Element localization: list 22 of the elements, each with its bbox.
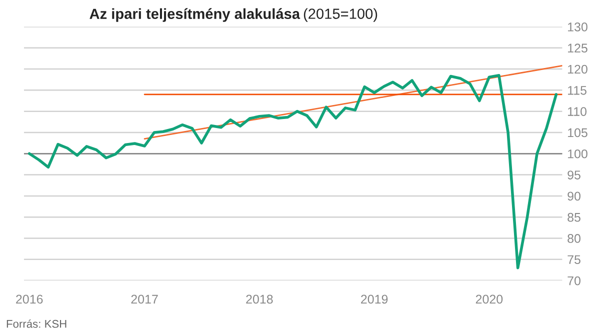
y-tick-label: 105 — [568, 128, 588, 138]
x-tick-label: 2019 — [361, 294, 388, 304]
x-tick-label: 2020 — [476, 294, 503, 304]
y-tick-label: 90 — [568, 192, 580, 201]
y-tick-label: 85 — [568, 212, 580, 222]
y-tick-label: 100 — [568, 149, 588, 158]
y-tick-label: 80 — [568, 234, 580, 243]
y-tick-label: 70 — [568, 276, 580, 286]
y-tick-label: 125 — [568, 44, 588, 53]
x-tick-label: 2018 — [246, 294, 273, 304]
chart-subtitle: (2015=100) — [304, 8, 378, 22]
line-series — [28, 74, 558, 270]
y-tick-label: 110 — [568, 107, 587, 116]
y-tick-label: 130 — [568, 22, 588, 32]
y-tick-label: 75 — [568, 255, 580, 264]
y-tick-label: 115 — [568, 86, 586, 95]
text: Forrás: KSH — [6, 320, 66, 328]
x-tick-label: 2016 — [16, 294, 43, 304]
chart-title: Az ipari teljesítmény alakulása — [90, 8, 300, 22]
y-tick-label: 95 — [568, 170, 580, 180]
x-tick-label: 2017 — [131, 294, 158, 304]
y-tick-label: 120 — [568, 64, 588, 74]
